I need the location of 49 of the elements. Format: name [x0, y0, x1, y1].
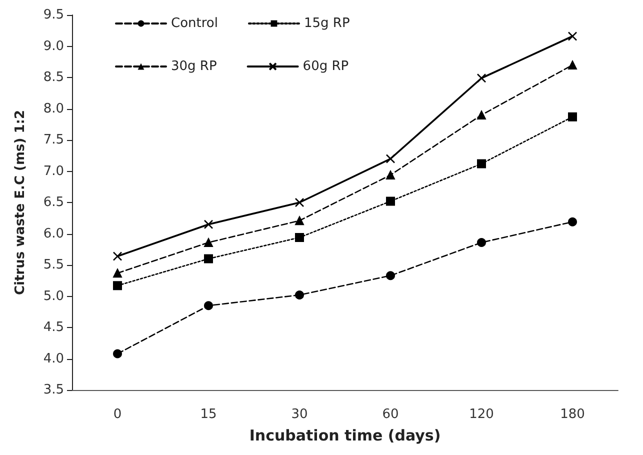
- x-tick-label: 60: [382, 407, 399, 422]
- legend-label: 15g RP: [304, 16, 350, 31]
- y-tick-label: 5.0: [43, 288, 64, 304]
- y-tick-label: 9.0: [43, 38, 64, 54]
- y-tick-label: 7.5: [43, 132, 64, 148]
- point: [112, 252, 122, 261]
- y-tick-label: 7.0: [43, 164, 64, 179]
- point: [295, 216, 304, 226]
- point: [386, 271, 395, 280]
- x-tick-label: 180: [560, 407, 585, 422]
- legend-label: Control: [171, 16, 218, 31]
- x-tick-label: 30: [291, 407, 308, 422]
- x-tick-label: 120: [469, 407, 494, 422]
- point: [386, 196, 395, 206]
- point: [113, 268, 122, 278]
- y-tick-label: 4.5: [43, 320, 64, 335]
- y-tick-label: 5.5: [43, 258, 64, 272]
- y-tick-label: 8.0: [43, 101, 64, 116]
- point: [204, 220, 214, 230]
- point: [295, 290, 304, 300]
- y-tick-label: 9.5: [43, 8, 64, 22]
- point: [568, 60, 577, 70]
- legend-label: 30g RP: [171, 59, 217, 74]
- y-tick-label: 6.5: [43, 195, 64, 210]
- x-axis-title: Incubation time (days): [249, 426, 441, 444]
- point: [113, 349, 122, 358]
- point: [204, 254, 213, 264]
- y-tick-label: 3.5: [43, 382, 64, 398]
- point: [476, 73, 486, 83]
- point: [568, 32, 578, 41]
- x-tick-label: 15: [200, 407, 217, 422]
- point: [477, 110, 486, 120]
- point: [204, 301, 213, 310]
- y-tick-label: 6.0: [43, 226, 64, 242]
- point: [294, 198, 304, 208]
- point: [386, 170, 395, 180]
- point: [295, 233, 304, 242]
- point: [568, 217, 577, 226]
- point: [477, 238, 486, 247]
- y-axis-title: Citrus waste E.C (ms) 1:2: [13, 110, 28, 296]
- y-tick-label: 8.5: [43, 70, 64, 85]
- point: [568, 112, 577, 122]
- legend-label: 60g RP: [302, 59, 349, 74]
- point: [386, 154, 396, 164]
- point: [204, 238, 213, 247]
- y-tick-label: 4.0: [43, 351, 64, 366]
- x-tick-label: 0: [113, 407, 122, 422]
- point: [477, 159, 486, 168]
- point: [113, 281, 122, 290]
